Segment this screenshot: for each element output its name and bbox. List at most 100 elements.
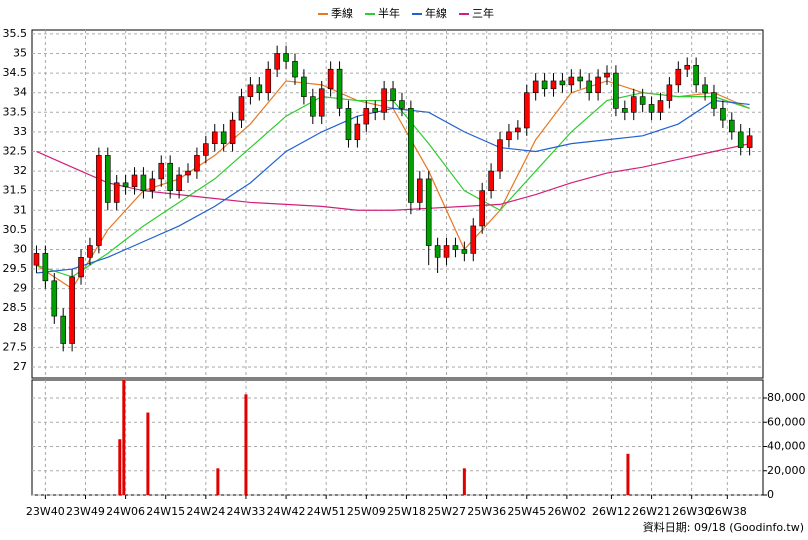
candle-body — [185, 170, 191, 176]
candle-body — [497, 139, 503, 172]
price-panel — [31, 29, 764, 379]
candle-body — [595, 76, 601, 94]
candle-body — [176, 174, 182, 191]
candle-body — [408, 108, 414, 203]
candle-body — [434, 245, 441, 258]
candle-body — [113, 182, 120, 203]
volume-bar — [216, 468, 220, 495]
candle-body — [104, 155, 111, 203]
y-tick-label: 60,000 — [767, 415, 806, 428]
volume-bar — [118, 439, 122, 495]
candle-body — [479, 190, 485, 227]
volume-bar — [122, 379, 126, 495]
x-tick-label: 24W51 — [307, 505, 346, 518]
candle-body — [327, 68, 334, 90]
candle-body — [746, 135, 753, 148]
candle-body — [33, 253, 40, 266]
x-tick-label: 25W36 — [467, 505, 506, 518]
candle-body — [131, 174, 138, 188]
candle-body — [229, 119, 236, 144]
candle-body — [515, 127, 521, 133]
y-tick-label: 34 — [13, 86, 27, 99]
footer: 資料日期: 09/18 (Goodinfo.tw) — [643, 520, 804, 534]
candle-body — [523, 92, 530, 129]
candle-body — [78, 256, 84, 278]
y-tick-label: 27 — [13, 360, 27, 373]
candle-body — [630, 96, 637, 113]
candle-body — [613, 72, 619, 109]
candle-body — [550, 80, 557, 90]
candle-body — [247, 84, 254, 97]
y-tick-label: 80,000 — [767, 391, 806, 404]
x-tick-label: 26W38 — [708, 505, 747, 518]
volume-bar — [626, 453, 630, 495]
candle-body — [702, 84, 708, 94]
candle-body — [541, 80, 548, 90]
candle-body — [301, 76, 307, 97]
candle-body — [425, 178, 432, 246]
x-tick-label: 25W18 — [387, 505, 426, 518]
y-tick-label: 29 — [13, 282, 27, 295]
y-tick-label: 0 — [767, 488, 774, 501]
candle-body — [470, 225, 477, 254]
candle-body — [42, 253, 49, 282]
candle-body — [622, 108, 628, 113]
candle-body — [238, 96, 245, 121]
candle-body — [577, 76, 584, 82]
candle-body — [167, 162, 173, 191]
candle-body — [265, 68, 272, 94]
x-tick-label: 26W30 — [672, 505, 711, 518]
candle-body — [60, 315, 67, 344]
x-tick-label: 23W40 — [26, 505, 65, 518]
x-tick-label: 24W06 — [106, 505, 145, 518]
candle-body — [532, 80, 539, 94]
legend-label: 半年 — [378, 6, 400, 20]
y-tick-label: 33 — [13, 125, 27, 138]
candle-body — [194, 155, 200, 172]
candle-body — [336, 68, 343, 109]
y-tick-label: 27.5 — [3, 340, 28, 353]
candle-body — [96, 155, 102, 246]
candle-body — [122, 182, 129, 188]
candle-body — [158, 162, 165, 180]
candle-body — [416, 178, 423, 203]
volume-bar — [244, 394, 248, 495]
candle-body — [51, 280, 58, 317]
y-tick-label: 32.5 — [3, 144, 28, 157]
candle-body — [292, 61, 298, 78]
x-tick-label: 24W42 — [267, 505, 306, 518]
candle-body — [737, 131, 744, 148]
candle-body — [604, 72, 610, 78]
x-tick-label: 23W49 — [66, 505, 105, 518]
candle-body — [220, 131, 227, 144]
candle-body — [639, 96, 646, 105]
candle-body — [506, 131, 512, 141]
x-tick-label: 25W45 — [507, 505, 546, 518]
candle-body — [559, 80, 566, 86]
moving-average-line — [36, 143, 750, 211]
y-tick-label: 35.5 — [3, 27, 28, 40]
candle-body — [203, 143, 209, 156]
candle-body — [274, 53, 280, 70]
y-tick-label: 30.5 — [3, 223, 28, 236]
y-tick-label: 30 — [13, 242, 27, 255]
candle-body — [345, 108, 352, 141]
y-tick-label: 34.5 — [3, 66, 28, 79]
candle-body — [390, 88, 396, 101]
y-tick-label: 20,000 — [767, 464, 806, 477]
candle-body — [693, 64, 699, 86]
candle-body — [256, 84, 263, 94]
candle-body — [140, 174, 147, 191]
x-tick-label: 24W15 — [146, 505, 185, 518]
candle-body — [211, 131, 218, 144]
candle-body — [568, 76, 575, 86]
y-tick-label: 31 — [13, 203, 27, 216]
candle-body — [381, 88, 387, 113]
candle-body — [318, 88, 325, 117]
y-tick-label: 33.5 — [3, 105, 28, 118]
candle-body — [363, 108, 370, 125]
x-tick-label: 25W27 — [427, 505, 466, 518]
legend-label: 年線 — [425, 6, 447, 20]
legend-label: 三年 — [472, 6, 494, 20]
volume-bar — [146, 412, 150, 495]
